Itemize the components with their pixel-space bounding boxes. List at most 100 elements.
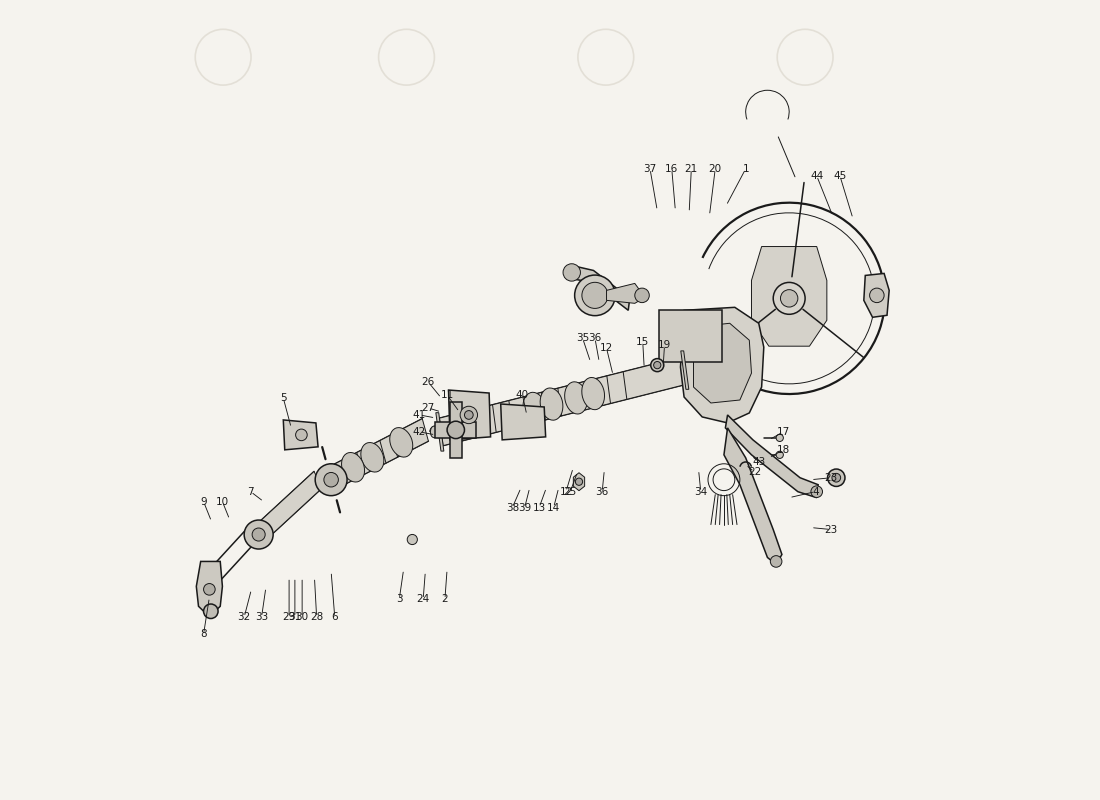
Circle shape [574,275,615,316]
Text: 44: 44 [810,170,823,181]
Text: 35: 35 [576,334,590,343]
Ellipse shape [522,392,546,425]
Circle shape [244,520,273,549]
Polygon shape [681,351,689,390]
Ellipse shape [540,388,563,420]
Text: 24: 24 [417,594,430,604]
Text: 12: 12 [559,486,573,497]
Circle shape [407,534,417,545]
Circle shape [635,288,649,302]
Ellipse shape [582,378,605,410]
Circle shape [296,429,307,441]
Circle shape [811,486,823,498]
Text: 42: 42 [412,427,426,437]
Text: 38: 38 [506,502,519,513]
Polygon shape [284,420,318,450]
Text: 14: 14 [547,502,560,513]
Text: 26: 26 [421,377,434,387]
Circle shape [582,282,608,309]
Text: 20: 20 [708,164,722,174]
Circle shape [447,421,464,438]
Text: 18: 18 [777,445,790,455]
Text: 40: 40 [516,390,529,400]
Text: 39: 39 [518,502,531,513]
Text: 23: 23 [825,473,838,482]
Text: 29: 29 [283,612,296,622]
Polygon shape [724,428,782,565]
Text: 8: 8 [200,629,207,639]
Circle shape [316,464,348,496]
Circle shape [773,282,805,314]
Circle shape [252,528,265,541]
Text: 36: 36 [595,486,608,497]
Polygon shape [725,415,818,498]
Text: 36: 36 [588,334,602,343]
Text: 12: 12 [600,343,613,353]
Circle shape [653,362,661,369]
Circle shape [460,406,477,424]
Polygon shape [570,266,629,310]
Polygon shape [693,323,751,403]
Polygon shape [254,471,322,543]
Text: 22: 22 [748,466,761,477]
Circle shape [781,290,798,307]
Circle shape [870,288,884,302]
Text: 3: 3 [396,594,403,604]
Polygon shape [440,356,689,446]
Ellipse shape [456,426,464,438]
Text: 2: 2 [441,594,448,604]
Circle shape [832,474,840,482]
Text: 21: 21 [684,164,699,174]
Text: 13: 13 [532,502,546,513]
Text: 28: 28 [310,612,323,622]
Text: 5: 5 [280,393,287,403]
Circle shape [323,473,339,487]
Ellipse shape [430,426,438,438]
Circle shape [651,358,663,372]
Ellipse shape [389,428,412,457]
Circle shape [464,410,473,419]
Circle shape [204,583,216,595]
Ellipse shape [342,453,364,482]
Text: 19: 19 [658,340,671,350]
Text: 17: 17 [777,427,790,437]
Polygon shape [573,473,584,490]
Text: 33: 33 [255,612,268,622]
Circle shape [777,434,783,442]
Polygon shape [449,390,491,440]
Polygon shape [436,413,444,451]
Text: 7: 7 [248,486,254,497]
Text: 31: 31 [288,612,301,622]
Circle shape [575,478,583,486]
Text: 45: 45 [834,170,847,181]
Text: 9: 9 [200,497,207,506]
Polygon shape [659,310,723,362]
Text: 34: 34 [694,486,707,497]
Text: 11: 11 [440,390,453,400]
Polygon shape [500,404,546,440]
Text: 32: 32 [238,612,251,622]
Circle shape [563,264,581,281]
Text: 27: 27 [421,403,434,413]
Circle shape [770,556,782,567]
Polygon shape [864,274,889,318]
Text: 1: 1 [742,164,749,174]
Text: 16: 16 [666,164,679,174]
Text: 10: 10 [216,497,229,506]
Text: 37: 37 [644,164,657,174]
Polygon shape [196,562,222,614]
Circle shape [204,604,218,618]
Ellipse shape [361,442,384,472]
Polygon shape [751,246,827,346]
Text: 41: 41 [412,410,426,420]
Text: 43: 43 [752,457,766,466]
Text: 4: 4 [812,486,818,497]
Polygon shape [606,283,640,303]
Polygon shape [450,402,462,458]
Polygon shape [681,307,763,423]
Polygon shape [326,418,428,491]
Ellipse shape [564,382,587,414]
Text: 6: 6 [331,612,338,622]
Text: 25: 25 [563,486,576,497]
Circle shape [827,469,845,486]
